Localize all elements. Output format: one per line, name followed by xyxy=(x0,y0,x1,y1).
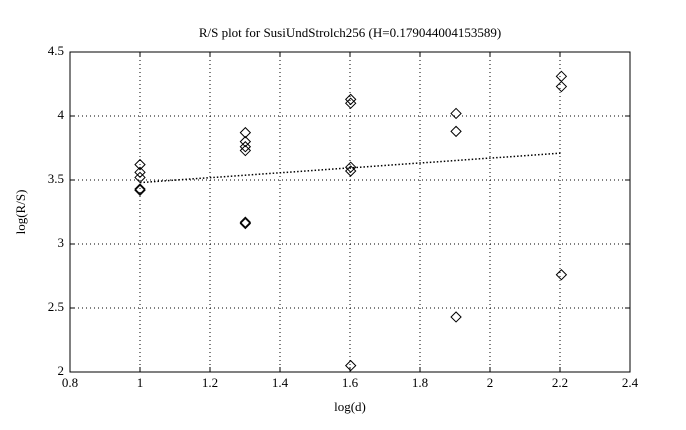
x-tick-label: 1.2 xyxy=(202,375,218,390)
y-tick-label: 4.5 xyxy=(48,43,64,58)
x-tick-label: 2.4 xyxy=(622,375,639,390)
y-tick-label: 3 xyxy=(58,235,65,250)
point xyxy=(134,183,146,195)
x-tick-label: 1.8 xyxy=(412,375,428,390)
point xyxy=(344,97,357,109)
x-tick-label: 1.4 xyxy=(272,375,289,390)
y-tick-label: 4 xyxy=(58,107,65,122)
point xyxy=(450,107,462,120)
y-tick-label: 3.5 xyxy=(48,171,64,186)
x-tick-label: 0.8 xyxy=(62,375,78,390)
x-axis-label: log(d) xyxy=(334,399,366,414)
x-tick-label: 2.2 xyxy=(552,375,568,390)
y-axis-label: log(R/S) xyxy=(13,190,28,235)
point xyxy=(134,166,146,179)
x-tick-label: 2 xyxy=(487,375,494,390)
point xyxy=(239,217,252,230)
point xyxy=(450,311,462,323)
y-tick-label: 2 xyxy=(58,363,65,378)
point xyxy=(344,93,357,106)
fit-line xyxy=(139,152,562,184)
point xyxy=(344,359,357,372)
point xyxy=(555,269,568,281)
point xyxy=(134,184,146,196)
point xyxy=(239,141,252,153)
point xyxy=(134,158,146,171)
x-tick-label: 1 xyxy=(137,375,144,390)
point xyxy=(239,126,252,139)
point xyxy=(555,80,568,93)
point xyxy=(344,161,357,173)
chart-title: R/S plot for SusiUndStrolch256 (H=0.1790… xyxy=(199,25,501,40)
point xyxy=(239,135,252,148)
point xyxy=(344,165,357,177)
point xyxy=(239,144,252,157)
x-tick-label: 1.6 xyxy=(342,375,359,390)
point xyxy=(450,125,462,138)
y-tick-label: 2.5 xyxy=(48,299,64,314)
point xyxy=(239,216,252,228)
